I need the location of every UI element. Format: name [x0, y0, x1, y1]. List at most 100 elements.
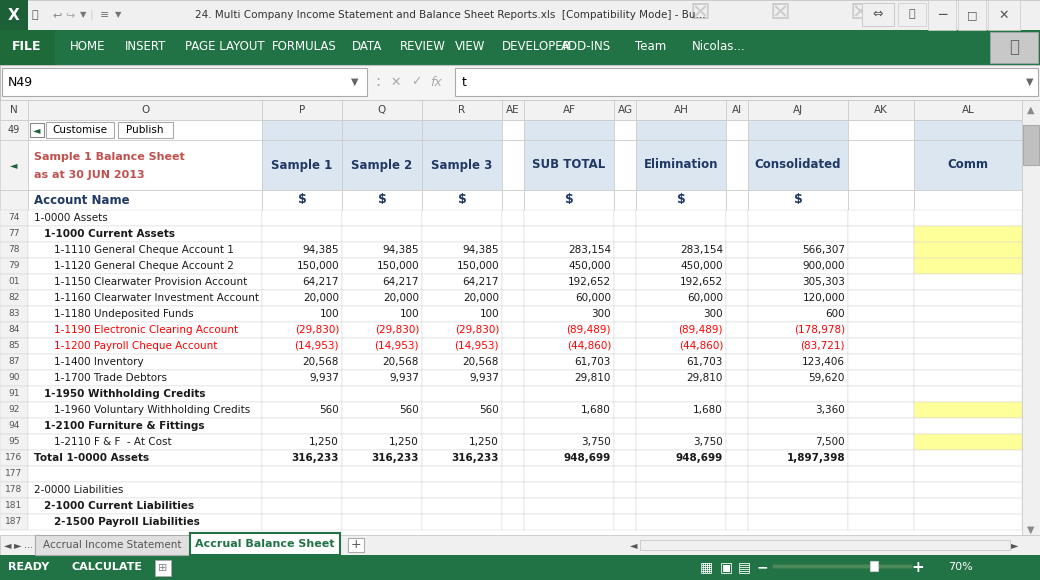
Text: 1-1960 Voluntary Withholding Credits: 1-1960 Voluntary Withholding Credits	[54, 405, 251, 415]
Bar	[636, 434, 726, 450]
Bar	[456, 68, 1038, 96]
Bar	[262, 514, 342, 530]
Bar	[726, 274, 748, 290]
Text: 20,000: 20,000	[463, 293, 499, 303]
Text: 560: 560	[319, 405, 339, 415]
Text: Account Name: Account Name	[34, 194, 130, 206]
Text: CALCULATE: CALCULATE	[72, 562, 144, 572]
Bar	[848, 434, 914, 450]
Bar	[748, 498, 848, 514]
Text: 64,217: 64,217	[303, 277, 339, 287]
Bar	[636, 306, 726, 322]
Text: (14,953): (14,953)	[294, 341, 339, 351]
Bar	[28, 242, 262, 258]
Bar	[262, 190, 342, 210]
Text: $: $	[378, 194, 387, 206]
Text: 1,897,398: 1,897,398	[786, 453, 844, 463]
Bar	[262, 140, 342, 190]
Text: 150,000: 150,000	[457, 261, 499, 271]
Bar	[422, 100, 502, 120]
Bar	[262, 482, 342, 498]
Text: ✕: ✕	[998, 9, 1009, 21]
Bar	[342, 226, 422, 242]
Bar	[422, 274, 502, 290]
Bar	[726, 226, 748, 242]
Text: 192,652: 192,652	[680, 277, 723, 287]
Text: 283,154: 283,154	[568, 245, 612, 255]
Bar	[342, 498, 422, 514]
Bar	[748, 140, 848, 190]
Text: SUB TOTAL: SUB TOTAL	[532, 158, 605, 172]
Bar	[726, 386, 748, 402]
Text: 95: 95	[8, 437, 20, 447]
Text: 87: 87	[8, 357, 20, 367]
Text: 79: 79	[8, 262, 20, 270]
Bar	[422, 418, 502, 434]
Text: 1,250: 1,250	[469, 437, 499, 447]
Text: 948,699: 948,699	[564, 453, 612, 463]
Text: 1-2100 Furniture & Fittings: 1-2100 Furniture & Fittings	[44, 421, 205, 431]
Text: (29,830): (29,830)	[454, 325, 499, 335]
Text: ◄: ◄	[630, 540, 638, 550]
Bar	[914, 258, 1022, 274]
Bar	[0, 100, 1022, 120]
Bar	[748, 418, 848, 434]
Bar	[524, 290, 614, 306]
Text: 450,000: 450,000	[680, 261, 723, 271]
Text: Publish: Publish	[126, 125, 163, 135]
Bar	[422, 498, 502, 514]
Bar	[342, 466, 422, 482]
Bar	[848, 306, 914, 322]
Bar	[262, 370, 342, 386]
Bar	[422, 226, 502, 242]
Bar	[262, 258, 342, 274]
Bar	[348, 538, 364, 552]
Bar	[614, 242, 636, 258]
Bar	[914, 306, 1022, 322]
Bar	[28, 418, 262, 434]
Bar	[0, 322, 28, 338]
Text: ⧉: ⧉	[909, 9, 915, 19]
Bar	[524, 514, 614, 530]
Text: 2-1500 Payroll Liabilities: 2-1500 Payroll Liabilities	[54, 517, 200, 527]
Bar	[726, 482, 748, 498]
Bar	[342, 242, 422, 258]
Bar	[636, 450, 726, 466]
Bar	[422, 140, 502, 190]
Text: Accrual Income Statement: Accrual Income Statement	[44, 540, 182, 550]
Bar	[748, 466, 848, 482]
Bar	[118, 122, 173, 138]
Bar	[0, 30, 1040, 65]
Bar	[848, 514, 914, 530]
Text: ...: ...	[24, 540, 33, 550]
Text: VIEW: VIEW	[456, 41, 486, 53]
Bar	[0, 482, 28, 498]
Bar	[748, 482, 848, 498]
Bar	[28, 386, 262, 402]
Text: $: $	[458, 194, 466, 206]
Bar	[726, 498, 748, 514]
Bar	[0, 30, 55, 65]
Bar	[636, 274, 726, 290]
Bar	[342, 386, 422, 402]
Bar	[524, 258, 614, 274]
Bar	[636, 402, 726, 418]
Text: 181: 181	[5, 502, 23, 510]
Bar	[748, 322, 848, 338]
Text: 29,810: 29,810	[575, 373, 612, 383]
Bar	[636, 100, 726, 120]
Text: 60,000: 60,000	[687, 293, 723, 303]
Bar	[914, 498, 1022, 514]
Text: 1-2110 F & F  - At Cost: 1-2110 F & F - At Cost	[54, 437, 172, 447]
Text: 1-1180 Undeposited Funds: 1-1180 Undeposited Funds	[54, 309, 193, 319]
Text: DEVELOPER: DEVELOPER	[502, 41, 572, 53]
Text: ▤: ▤	[737, 560, 751, 574]
Bar	[28, 100, 262, 120]
Bar	[636, 210, 726, 226]
Text: t: t	[462, 75, 467, 89]
Bar	[636, 242, 726, 258]
Bar	[914, 370, 1022, 386]
Bar	[28, 290, 262, 306]
Text: FORMULAS: FORMULAS	[272, 41, 337, 53]
Text: 1,250: 1,250	[389, 437, 419, 447]
